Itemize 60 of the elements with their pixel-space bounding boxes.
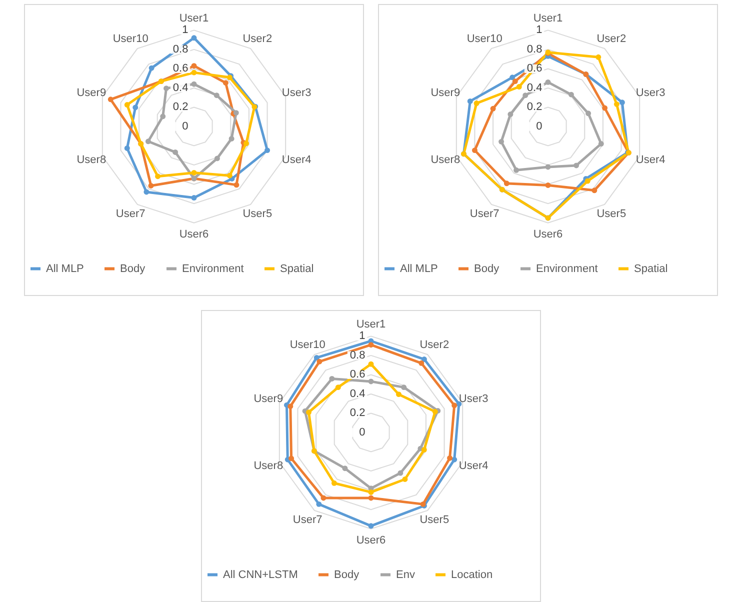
spoke-label: User3 xyxy=(281,87,311,100)
spoke-label: User10 xyxy=(466,33,502,46)
spoke-label: User3 xyxy=(635,87,665,100)
spoke-label: User1 xyxy=(532,12,562,25)
spoke-label: User4 xyxy=(458,460,488,472)
y-tick-label: 1 xyxy=(182,24,188,36)
spoke-label: User8 xyxy=(76,154,106,166)
legend-label: Body xyxy=(474,262,500,275)
spoke-label: User10 xyxy=(289,339,325,352)
y-tick-label: 1 xyxy=(536,24,542,36)
legend-label: Env xyxy=(396,568,415,581)
y-tick-label: 0.2 xyxy=(172,101,188,114)
y-tick-label: 0.2 xyxy=(349,407,365,420)
spoke-label: User1 xyxy=(178,12,208,25)
y-tick-label: 0.6 xyxy=(349,368,365,381)
y-tick-label: 0.6 xyxy=(526,62,542,75)
spoke-label: User7 xyxy=(469,208,499,220)
y-tick-label: 0.8 xyxy=(349,349,365,362)
legend-label: Environment xyxy=(536,262,598,275)
spoke-label: User2 xyxy=(242,33,272,46)
y-tick-label: 0.2 xyxy=(526,101,542,114)
spoke-label: User8 xyxy=(253,460,283,472)
y-tick-label: 1 xyxy=(358,330,365,342)
y-tick-label: 0 xyxy=(358,426,365,438)
y-tick-label: 0.4 xyxy=(172,82,188,94)
spoke-label: User2 xyxy=(596,33,626,46)
spoke-label: User2 xyxy=(419,339,449,352)
spoke-label: User7 xyxy=(115,208,145,220)
spoke-label: User9 xyxy=(430,87,460,100)
spoke-label: User7 xyxy=(292,514,322,526)
legend-label: Spatial xyxy=(280,262,314,275)
y-tick-label: 0.6 xyxy=(172,62,188,75)
spoke-label: User6 xyxy=(532,228,562,240)
legend-label: All CNN+LSTM xyxy=(222,568,298,581)
spoke-label: User1 xyxy=(356,318,386,331)
spoke-label: User4 xyxy=(635,154,665,166)
spoke-label: User6 xyxy=(356,534,386,546)
spoke-label: User5 xyxy=(242,208,272,220)
y-tick-label: 0.4 xyxy=(349,388,365,400)
spoke-label: User5 xyxy=(419,514,449,526)
spoke-label: User6 xyxy=(178,228,208,240)
legend-label: Spatial xyxy=(634,262,668,275)
legend-label: All MLP xyxy=(46,262,84,275)
y-tick-label: 0.4 xyxy=(526,82,542,94)
legend-label: Body xyxy=(120,262,146,275)
legend-label: Location xyxy=(450,568,492,581)
y-tick-label: 0.8 xyxy=(172,43,188,56)
y-tick-label: 0 xyxy=(182,120,188,132)
spoke-label: User4 xyxy=(281,154,311,166)
y-tick-label: 0 xyxy=(536,120,542,132)
spoke-label: User3 xyxy=(458,393,488,406)
legend-label: Body xyxy=(334,568,360,581)
spoke-label: User9 xyxy=(253,393,283,406)
spoke-label: User5 xyxy=(596,208,626,220)
spoke-label: User10 xyxy=(112,33,148,46)
spoke-label: User8 xyxy=(430,154,460,166)
legend-label: Environment xyxy=(182,262,244,275)
legend-label: All MLP xyxy=(400,262,438,275)
spoke-label: User9 xyxy=(76,87,106,100)
y-tick-label: 0.8 xyxy=(526,43,542,56)
